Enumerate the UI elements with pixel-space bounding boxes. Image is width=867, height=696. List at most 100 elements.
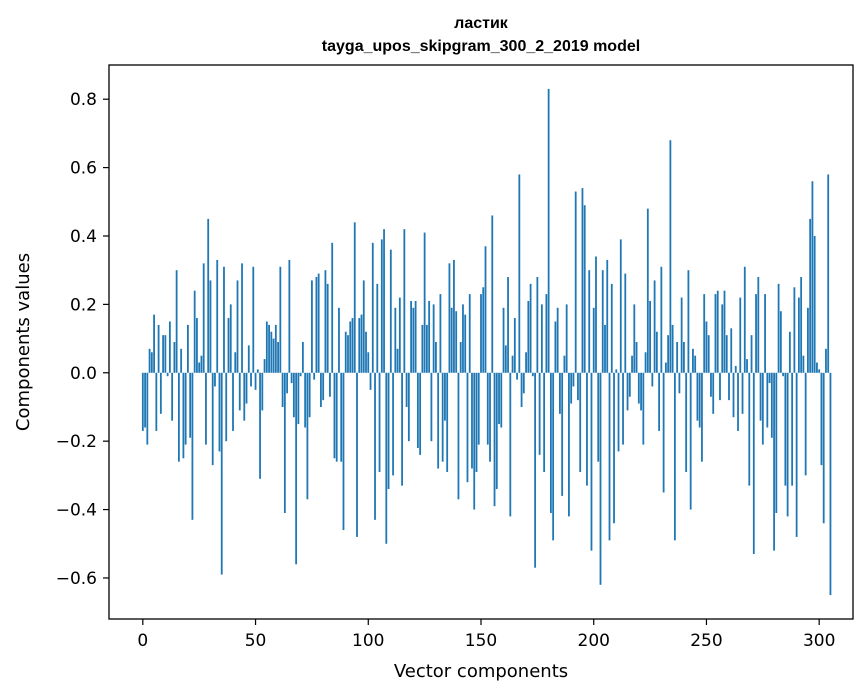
bar-289 <box>793 287 796 373</box>
bar-115 <box>401 372 403 486</box>
bar-275 <box>761 372 764 445</box>
bar-24 <box>196 318 198 373</box>
bar-101 <box>369 372 372 390</box>
bar-184 <box>556 307 559 373</box>
bar-9 <box>162 335 165 373</box>
bar-66 <box>290 372 293 384</box>
bar-284 <box>782 372 785 377</box>
bar-124 <box>421 324 424 373</box>
bar-56 <box>268 324 270 373</box>
bar-111 <box>392 372 394 476</box>
bar-252 <box>710 372 712 397</box>
y-tick-label-6: 0.6 <box>70 159 97 179</box>
bar-93 <box>351 318 354 373</box>
bar-178 <box>543 372 546 472</box>
bar-71 <box>301 342 304 373</box>
bar-105 <box>378 372 381 472</box>
bar-285 <box>784 372 787 486</box>
bar-232 <box>664 362 667 373</box>
x-tick-label-4: 200 <box>578 631 610 651</box>
bar-97 <box>360 314 363 373</box>
bar-185 <box>559 372 561 414</box>
bar-268 <box>746 359 748 373</box>
bar-77 <box>315 277 318 373</box>
bar-85 <box>333 372 336 459</box>
bar-194 <box>579 372 582 472</box>
bar-205 <box>604 324 606 373</box>
bar-165 <box>513 318 516 373</box>
bar-27 <box>202 263 205 373</box>
bar-62 <box>281 372 284 407</box>
bar-42 <box>236 280 239 373</box>
bar-106 <box>380 239 383 373</box>
bar-282 <box>777 283 780 373</box>
bar-114 <box>398 297 401 373</box>
bar-220 <box>637 372 640 404</box>
bar-40 <box>232 372 234 431</box>
bar-248 <box>701 372 703 462</box>
bar-126 <box>425 324 428 373</box>
bar-171 <box>527 300 530 373</box>
bar-279 <box>770 372 773 438</box>
bar-264 <box>737 372 739 431</box>
bar-140 <box>457 372 460 500</box>
bar-281 <box>775 372 778 513</box>
bar-197 <box>586 372 588 486</box>
bar-133 <box>441 372 444 462</box>
bar-204 <box>601 270 604 373</box>
bar-109 <box>387 372 390 490</box>
bar-244 <box>692 348 694 373</box>
y-tick-label-2: −0.2 <box>56 432 97 452</box>
y-tick-label-4: 0.2 <box>70 295 97 315</box>
bar-214 <box>624 273 627 373</box>
chart-title-line-2: tayga_upos_skipgram_300_2_2019 model <box>322 38 640 55</box>
bar-59 <box>274 324 277 373</box>
bar-65 <box>288 259 291 373</box>
bar-37 <box>225 372 228 442</box>
y-axis-label: Components values <box>13 253 34 431</box>
bar-31 <box>211 372 214 466</box>
bar-260 <box>728 372 730 401</box>
bar-100 <box>367 352 370 373</box>
bar-6 <box>155 372 158 431</box>
bar-299 <box>816 362 818 373</box>
x-tick-label-1: 50 <box>245 631 267 651</box>
bar-292 <box>800 277 803 373</box>
bar-287 <box>788 331 791 373</box>
bar-257 <box>721 304 724 373</box>
bar-142 <box>462 304 464 373</box>
bar-283 <box>779 311 782 373</box>
bar-11 <box>166 372 169 377</box>
bar-3 <box>148 348 151 373</box>
bar-249 <box>703 294 706 373</box>
bar-94 <box>353 222 356 373</box>
bar-81 <box>324 270 327 373</box>
bar-241 <box>685 372 688 472</box>
bar-110 <box>389 249 392 373</box>
bar-136 <box>448 263 451 373</box>
x-tick-label-0: 0 <box>137 631 148 651</box>
bar-120 <box>412 307 415 373</box>
bar-112 <box>394 307 397 373</box>
bar-216 <box>628 372 631 397</box>
chart-title-line-1: ластик <box>454 15 509 32</box>
bar-51 <box>256 369 259 373</box>
bar-256 <box>719 372 721 401</box>
bar-298 <box>813 235 816 373</box>
bar-26 <box>200 355 203 373</box>
bar-90 <box>344 331 347 373</box>
bar-238 <box>678 372 681 394</box>
bar-61 <box>279 266 282 373</box>
bar-236 <box>673 372 676 541</box>
bar-192 <box>574 191 577 373</box>
bar-291 <box>797 297 800 373</box>
bar-195 <box>581 188 584 373</box>
bar-5 <box>153 314 155 373</box>
bar-233 <box>667 335 670 373</box>
bar-274 <box>759 372 762 421</box>
bar-199 <box>590 372 593 551</box>
bar-98 <box>362 280 365 373</box>
bar-296 <box>809 218 812 373</box>
bar-304 <box>827 174 830 373</box>
